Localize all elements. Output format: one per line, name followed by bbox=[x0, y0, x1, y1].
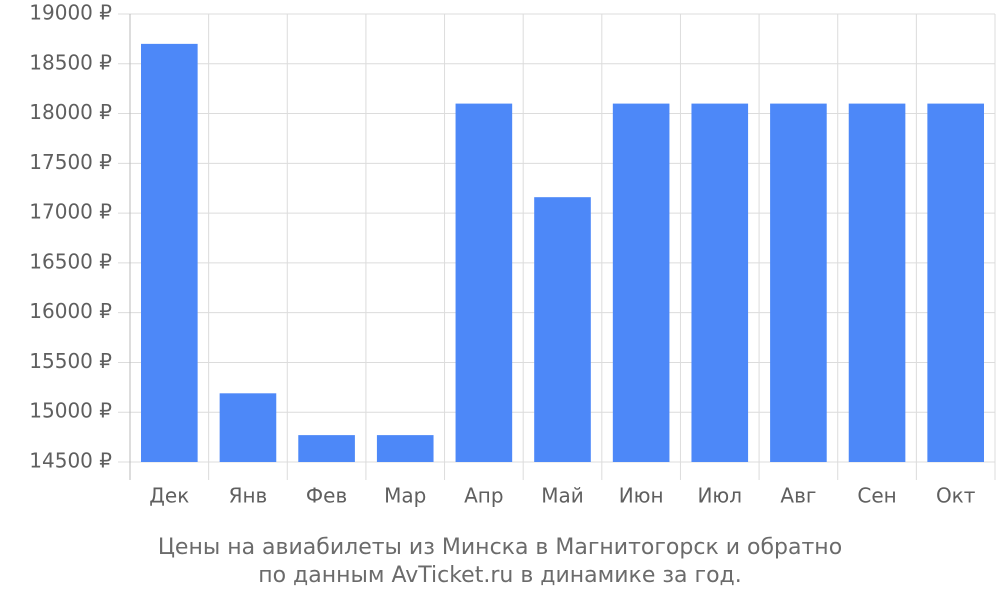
bar bbox=[848, 103, 906, 462]
y-tick-label: 14500 ₽ bbox=[29, 449, 112, 473]
y-tick-label: 18500 ₽ bbox=[29, 50, 112, 74]
x-tick-label: Сен bbox=[857, 484, 896, 508]
y-tick-label: 19000 ₽ bbox=[29, 1, 112, 25]
y-tick-label: 15000 ₽ bbox=[29, 399, 112, 423]
bar bbox=[612, 103, 670, 462]
bar bbox=[219, 393, 277, 462]
x-tick-label: Фев bbox=[306, 484, 347, 508]
y-tick-label: 17500 ₽ bbox=[29, 150, 112, 174]
x-tick-label: Авг bbox=[780, 484, 816, 508]
bar bbox=[927, 103, 984, 462]
bar bbox=[770, 103, 827, 462]
x-tick-label: Янв bbox=[229, 484, 268, 508]
y-tick-label: 16000 ₽ bbox=[29, 299, 112, 323]
x-tick-label: Окт bbox=[936, 484, 976, 508]
x-tick-label: Май bbox=[541, 484, 584, 508]
y-tick-label: 18000 ₽ bbox=[29, 100, 112, 124]
x-tick-label: Июл bbox=[697, 484, 742, 508]
x-tick-label: Дек bbox=[149, 484, 189, 508]
y-tick-label: 15500 ₽ bbox=[29, 349, 112, 373]
x-tick-label: Мар bbox=[384, 484, 426, 508]
bar bbox=[298, 435, 355, 462]
chart-title: Цены на авиабилеты из Минска в Магнитого… bbox=[158, 535, 842, 560]
bar bbox=[691, 103, 749, 462]
y-tick-label: 16500 ₽ bbox=[29, 249, 112, 273]
x-tick-label: Апр bbox=[464, 484, 503, 508]
bar bbox=[534, 197, 591, 462]
bar bbox=[141, 43, 198, 462]
y-tick-label: 17000 ₽ bbox=[29, 200, 112, 224]
chart-subtitle: по данным AvTicket.ru в динамике за год. bbox=[258, 563, 742, 588]
bar bbox=[455, 103, 513, 462]
bar bbox=[376, 435, 434, 462]
x-tick-label: Июн bbox=[619, 484, 664, 508]
